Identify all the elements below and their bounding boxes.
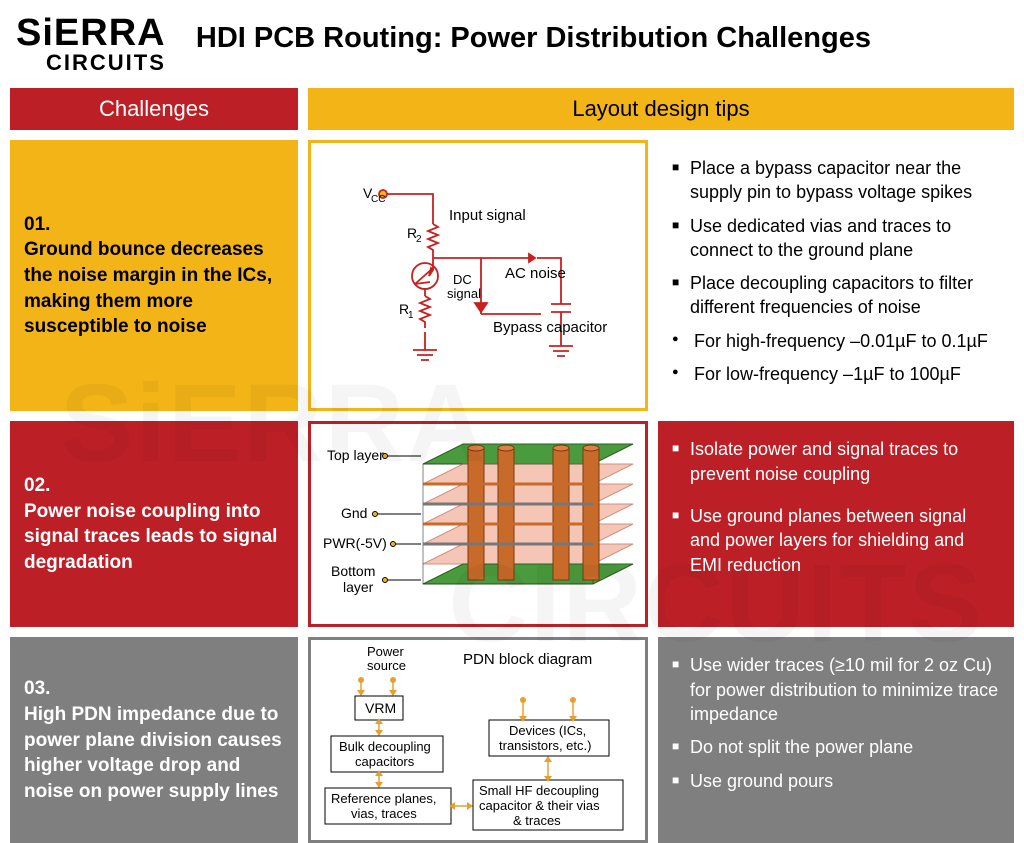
- page-title: HDI PCB Routing: Power Distribution Chal…: [196, 22, 871, 55]
- challenge-01-text: 01.Ground bounce decreases the noise mar…: [24, 212, 284, 340]
- svg-text:transistors, etc.): transistors, etc.): [499, 738, 591, 753]
- svg-text:AC noise: AC noise: [505, 265, 566, 282]
- header-challenges: Challenges: [10, 88, 298, 130]
- svg-text:Gnd: Gnd: [341, 505, 367, 521]
- row-01: 01.Ground bounce decreases the noise mar…: [10, 140, 1014, 411]
- header-tips: Layout design tips: [308, 88, 1014, 130]
- diagram-03: PDN block diagram Powersource VRM Bulk d…: [308, 637, 648, 843]
- subtip: For low-frequency –1µF to 100µF: [672, 362, 1000, 386]
- svg-text:Bypass capacitor: Bypass capacitor: [493, 319, 607, 336]
- challenge-03-text: 03.High PDN impedance due to power plane…: [24, 676, 284, 804]
- tips-03: Use wider traces (≥10 mil for 2 oz Cu) f…: [658, 637, 1014, 843]
- svg-text:source: source: [367, 658, 406, 673]
- circuit-svg: VCC R2 R1 Input signal AC noise DC signa…: [313, 176, 643, 376]
- svg-text:1: 1: [408, 310, 414, 321]
- page-header: SiERRA CIRCUITS HDI PCB Routing: Power D…: [10, 14, 1014, 74]
- svg-text:Small HF decoupling: Small HF decoupling: [479, 783, 599, 798]
- svg-text:Power: Power: [367, 644, 405, 659]
- challenge-02-text: 02.Power noise coupling into signal trac…: [24, 473, 284, 576]
- tips-01: Place a bypass capacitor near the supply…: [658, 140, 1014, 411]
- logo-line2: CIRCUITS: [46, 52, 166, 74]
- svg-text:VRM: VRM: [365, 700, 396, 716]
- tips-02: Isolate power and signal traces to preve…: [658, 421, 1014, 627]
- svg-text:Reference planes,: Reference planes,: [331, 791, 437, 806]
- svg-text:Devices (ICs,: Devices (ICs,: [509, 723, 586, 738]
- tip: Use dedicated vias and traces to connect…: [672, 214, 1000, 263]
- svg-text:capacitors: capacitors: [355, 754, 415, 769]
- svg-text:DC: DC: [453, 272, 472, 287]
- svg-text:PWR(-5V): PWR(-5V): [323, 535, 387, 551]
- tip: Do not split the power plane: [672, 735, 1000, 759]
- svg-text:PDN block diagram: PDN block diagram: [463, 651, 592, 668]
- svg-text:Top layer: Top layer: [327, 447, 384, 463]
- tip: Place decoupling capacitors to filter di…: [672, 271, 1000, 320]
- pdn-svg: PDN block diagram Powersource VRM Bulk d…: [313, 640, 643, 840]
- svg-text:signal: signal: [447, 286, 481, 301]
- tip: Use ground planes between signal and pow…: [672, 504, 1000, 577]
- logo: SiERRA CIRCUITS: [16, 14, 166, 74]
- svg-text:capacitor & their vias: capacitor & their vias: [479, 798, 600, 813]
- row-02: 02.Power noise coupling into signal trac…: [10, 421, 1014, 627]
- tip: Place a bypass capacitor near the supply…: [672, 156, 1000, 205]
- svg-text:& traces: & traces: [513, 813, 561, 828]
- svg-text:vias, traces: vias, traces: [351, 806, 417, 821]
- svg-text:2: 2: [416, 234, 422, 245]
- tip: Use ground pours: [672, 769, 1000, 793]
- tip: Isolate power and signal traces to preve…: [672, 437, 1000, 486]
- svg-text:Bottom: Bottom: [331, 563, 375, 579]
- svg-text:Input signal: Input signal: [449, 207, 526, 224]
- diagram-02: Top layer Gnd PWR(-5V) Bottom layer: [308, 421, 648, 627]
- svg-text:Bulk decoupling: Bulk decoupling: [339, 739, 431, 754]
- challenge-02: 02.Power noise coupling into signal trac…: [10, 421, 298, 627]
- challenge-03: 03.High PDN impedance due to power plane…: [10, 637, 298, 843]
- row-03: 03.High PDN impedance due to power plane…: [10, 637, 1014, 843]
- svg-text:CC: CC: [371, 194, 385, 205]
- tip: Use wider traces (≥10 mil for 2 oz Cu) f…: [672, 653, 1000, 726]
- challenge-01: 01.Ground bounce decreases the noise mar…: [10, 140, 298, 411]
- logo-line1: SiERRA: [16, 14, 166, 52]
- stackup-svg: Top layer Gnd PWR(-5V) Bottom layer: [313, 424, 643, 624]
- columns-header: Challenges Layout design tips: [10, 88, 1014, 130]
- subtip: For high-frequency –0.01µF to 0.1µF: [672, 329, 1000, 353]
- diagram-01: VCC R2 R1 Input signal AC noise DC signa…: [308, 140, 648, 411]
- svg-text:layer: layer: [343, 579, 374, 595]
